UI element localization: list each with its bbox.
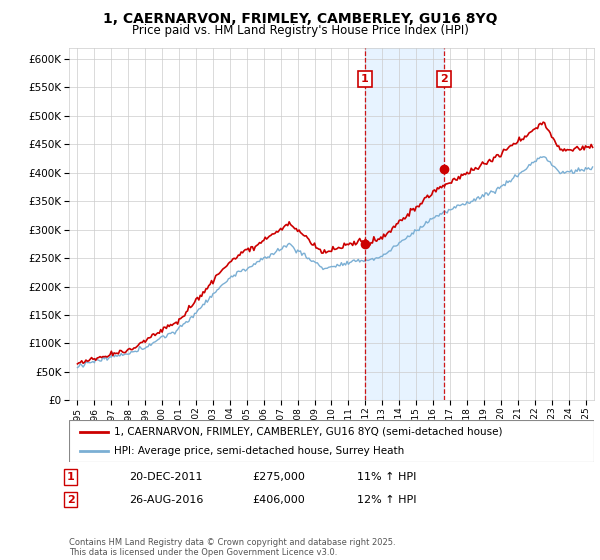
Bar	[365, 48, 444, 400]
Text: 12% ↑ HPI: 12% ↑ HPI	[357, 494, 416, 505]
Text: 1: 1	[361, 74, 369, 84]
Text: HPI: Average price, semi-detached house, Surrey Heath: HPI: Average price, semi-detached house,…	[113, 446, 404, 456]
Text: Price paid vs. HM Land Registry's House Price Index (HPI): Price paid vs. HM Land Registry's House …	[131, 24, 469, 36]
Text: 26-AUG-2016: 26-AUG-2016	[129, 494, 203, 505]
Text: 2: 2	[440, 74, 448, 84]
Text: 1, CAERNARVON, FRIMLEY, CAMBERLEY, GU16 8YQ (semi-detached house): 1, CAERNARVON, FRIMLEY, CAMBERLEY, GU16 …	[113, 427, 502, 437]
Text: 20-DEC-2011: 20-DEC-2011	[129, 472, 203, 482]
Text: 2: 2	[67, 494, 74, 505]
Text: £406,000: £406,000	[252, 494, 305, 505]
Text: £275,000: £275,000	[252, 472, 305, 482]
Text: 1, CAERNARVON, FRIMLEY, CAMBERLEY, GU16 8YQ: 1, CAERNARVON, FRIMLEY, CAMBERLEY, GU16 …	[103, 12, 497, 26]
Text: Contains HM Land Registry data © Crown copyright and database right 2025.
This d: Contains HM Land Registry data © Crown c…	[69, 538, 395, 557]
Text: 1: 1	[67, 472, 74, 482]
Text: 11% ↑ HPI: 11% ↑ HPI	[357, 472, 416, 482]
